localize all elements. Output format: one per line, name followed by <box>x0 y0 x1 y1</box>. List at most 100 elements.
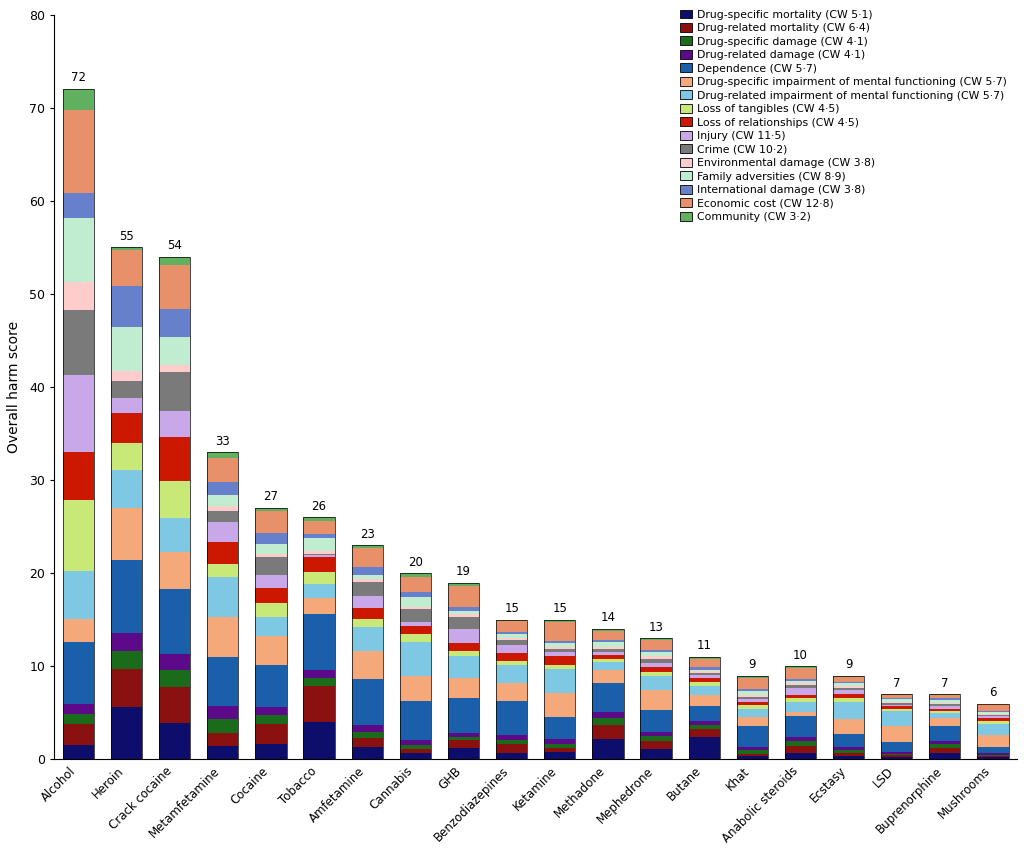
Bar <box>977 718 1009 721</box>
Bar <box>784 666 816 759</box>
Bar <box>303 678 335 686</box>
Bar <box>496 740 527 745</box>
Bar <box>111 670 142 707</box>
Bar <box>111 327 142 371</box>
Bar <box>159 519 190 552</box>
Bar <box>62 642 94 704</box>
Bar <box>977 755 1009 756</box>
Bar <box>399 573 431 759</box>
Text: 72: 72 <box>71 72 86 84</box>
Bar <box>688 695 720 706</box>
Bar <box>929 694 961 759</box>
Bar <box>447 733 479 737</box>
Bar <box>111 398 142 413</box>
Bar <box>447 614 479 617</box>
Bar <box>496 665 527 683</box>
Bar <box>833 698 864 702</box>
Bar <box>833 677 864 682</box>
Bar <box>929 711 961 712</box>
Bar <box>447 617 479 629</box>
Bar <box>784 702 816 711</box>
Bar <box>111 413 142 443</box>
Bar <box>351 579 383 582</box>
Bar <box>833 734 864 747</box>
Bar <box>736 677 768 688</box>
Bar <box>351 596 383 607</box>
Bar <box>207 452 239 759</box>
Bar <box>62 218 94 282</box>
Bar <box>255 706 287 716</box>
Bar <box>351 679 383 725</box>
Bar <box>833 750 864 753</box>
Bar <box>159 337 190 366</box>
Bar <box>351 619 383 627</box>
Bar <box>592 640 624 642</box>
Bar <box>62 110 94 193</box>
Bar <box>592 629 624 630</box>
Text: 7: 7 <box>941 676 948 689</box>
Bar <box>544 752 575 759</box>
Bar <box>207 658 239 706</box>
Bar <box>447 678 479 699</box>
Bar <box>62 571 94 619</box>
Bar <box>351 738 383 747</box>
Bar <box>62 619 94 642</box>
Bar <box>881 742 912 752</box>
Bar <box>881 752 912 754</box>
Text: 10: 10 <box>793 648 808 662</box>
Bar <box>399 622 431 626</box>
Bar <box>496 735 527 740</box>
Bar <box>447 740 479 748</box>
Bar <box>929 748 961 753</box>
Bar <box>207 522 239 542</box>
Bar <box>881 711 912 726</box>
Bar <box>640 749 672 759</box>
Bar <box>640 659 672 663</box>
Bar <box>640 638 672 759</box>
Bar <box>977 756 1009 757</box>
Bar <box>159 653 190 671</box>
Bar <box>784 666 816 669</box>
Bar <box>159 256 190 759</box>
Bar <box>255 745 287 759</box>
Bar <box>62 499 94 571</box>
Bar <box>303 573 335 584</box>
Bar <box>159 723 190 759</box>
Bar <box>640 676 672 690</box>
Bar <box>351 575 383 579</box>
Bar <box>833 756 864 759</box>
Bar <box>929 726 961 740</box>
Bar <box>977 705 1009 711</box>
Bar <box>640 667 672 671</box>
Bar <box>207 495 239 506</box>
Bar <box>207 452 239 458</box>
Bar <box>640 656 672 659</box>
Bar <box>592 724 624 739</box>
Bar <box>688 728 720 737</box>
Bar <box>592 662 624 671</box>
Bar <box>544 619 575 622</box>
Bar <box>544 648 575 649</box>
Bar <box>255 588 287 603</box>
Bar <box>784 736 816 741</box>
Bar <box>929 695 961 699</box>
Bar <box>881 703 912 705</box>
Text: 20: 20 <box>408 556 423 568</box>
Bar <box>399 596 431 607</box>
Bar <box>736 697 768 699</box>
Bar <box>255 575 287 588</box>
Bar <box>159 671 190 687</box>
Bar <box>351 582 383 596</box>
Bar <box>496 745 527 752</box>
Bar <box>111 560 142 633</box>
Bar <box>207 706 239 719</box>
Bar <box>784 681 816 683</box>
Text: 19: 19 <box>456 565 471 578</box>
Bar <box>496 701 527 735</box>
Bar <box>159 366 190 372</box>
Bar <box>255 617 287 636</box>
Bar <box>303 551 335 554</box>
Bar <box>544 740 575 744</box>
Bar <box>255 557 287 575</box>
Bar <box>111 651 142 670</box>
